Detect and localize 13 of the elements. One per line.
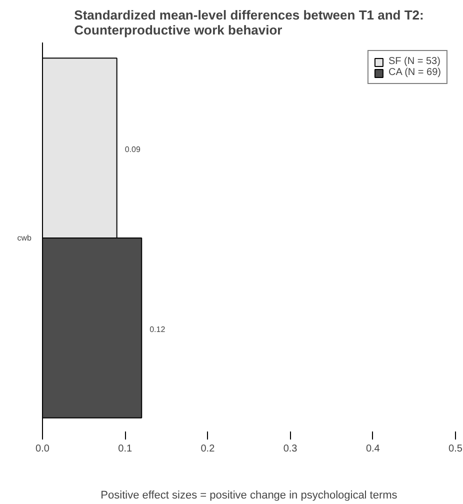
legend-label: CA (N = 69) (388, 67, 441, 78)
x-axis-title: Positive effect sizes = positive change in psychological terms (100, 490, 398, 502)
chart-title: Standardized mean-level differences between T1 and T2: Counterproductive work behavior (74, 8, 424, 38)
x-tick-label: 0.0 (36, 444, 50, 454)
y-tick-label: cwb (17, 234, 32, 242)
x-tick-label: 0.5 (448, 444, 463, 454)
x-tick-label: 0.3 (283, 444, 298, 454)
x-tick-label: 0.1 (118, 444, 132, 454)
x-tick-label: 0.4 (366, 444, 380, 454)
x-tick-label: 0.2 (200, 444, 216, 454)
data-label: 0.12 (150, 324, 166, 334)
data-label: 0.09 (124, 145, 141, 154)
legend-label: SF (N = 53) (388, 56, 440, 67)
